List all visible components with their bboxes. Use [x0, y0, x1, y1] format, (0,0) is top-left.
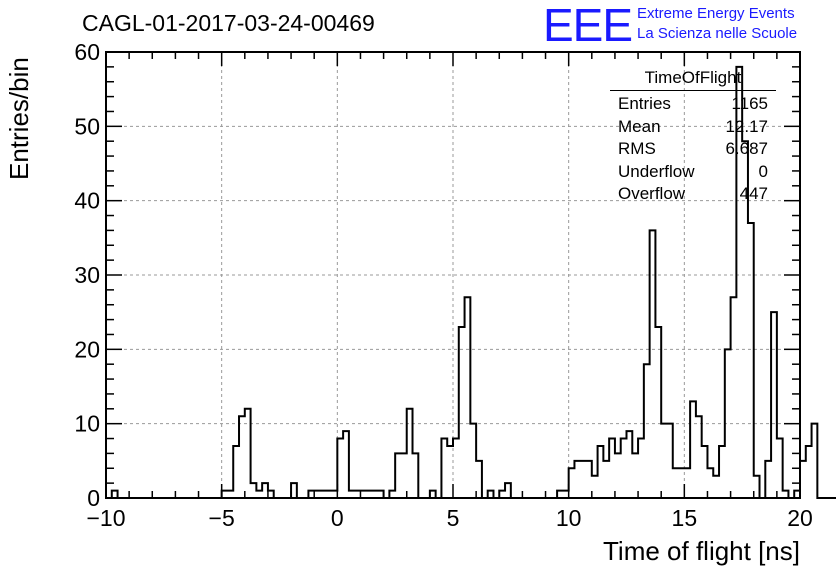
- x-tick-label: −5: [209, 505, 235, 531]
- x-tick-label: 20: [787, 505, 813, 531]
- plot-frame: [105, 51, 801, 499]
- y-axis-label: Entries/bin: [4, 57, 34, 180]
- y-tick-label: 40: [74, 188, 100, 214]
- x-tick-label: 5: [447, 505, 460, 531]
- stats-row: Mean 12.17: [610, 116, 776, 139]
- y-axis-ticks: 0 10 20 30 40 50 60: [74, 39, 800, 511]
- x-tick-label: 0: [331, 505, 344, 531]
- stats-row: Underflow 0: [610, 161, 776, 184]
- stats-value: 12.17: [725, 116, 768, 136]
- chart-title: CAGL-01-2017-03-24-00469: [82, 10, 375, 36]
- stats-label: Mean: [618, 116, 661, 136]
- y-tick-label: 10: [74, 411, 100, 437]
- stats-row: Entries 1165: [610, 93, 776, 116]
- y-tick-label: 30: [74, 262, 100, 288]
- logo-caption: Extreme Energy Events La Scienza nelle S…: [637, 4, 797, 44]
- stats-label: Overflow: [618, 184, 686, 203]
- stats-value: 1165: [731, 94, 768, 113]
- x-tick-label: 15: [672, 505, 698, 531]
- x-tick-label: 10: [556, 505, 582, 531]
- y-tick-label: 50: [74, 113, 100, 139]
- stats-value: 0: [758, 161, 768, 181]
- x-axis-label: Time of flight [ns]: [603, 536, 800, 566]
- eee-logo: EEE: [543, 0, 633, 51]
- logo-caption-line1: Extreme Energy Events: [637, 5, 795, 22]
- y-tick-label: 20: [74, 336, 100, 362]
- y-tick-label: 0: [87, 485, 100, 511]
- x-tick-label: −10: [86, 505, 125, 531]
- stats-value: 447: [739, 184, 768, 203]
- stats-row: Overflow 447: [610, 183, 776, 206]
- stats-box: TimeOfFlight Entries 1165 Mean 12.17 RMS 6.…: [610, 68, 776, 206]
- stats-label: Underflow: [618, 161, 695, 181]
- y-tick-label: 60: [74, 39, 100, 65]
- stats-label: RMS: [618, 139, 656, 158]
- stats-label: Entries: [618, 94, 671, 113]
- stats-row: RMS 6.687: [610, 138, 776, 161]
- stats-value: 6.687: [725, 139, 768, 158]
- grid-lines: [106, 52, 800, 498]
- logo-caption-line2: La Scienza nelle Scuole: [637, 25, 798, 42]
- stats-box-title: TimeOfFlight: [610, 68, 776, 91]
